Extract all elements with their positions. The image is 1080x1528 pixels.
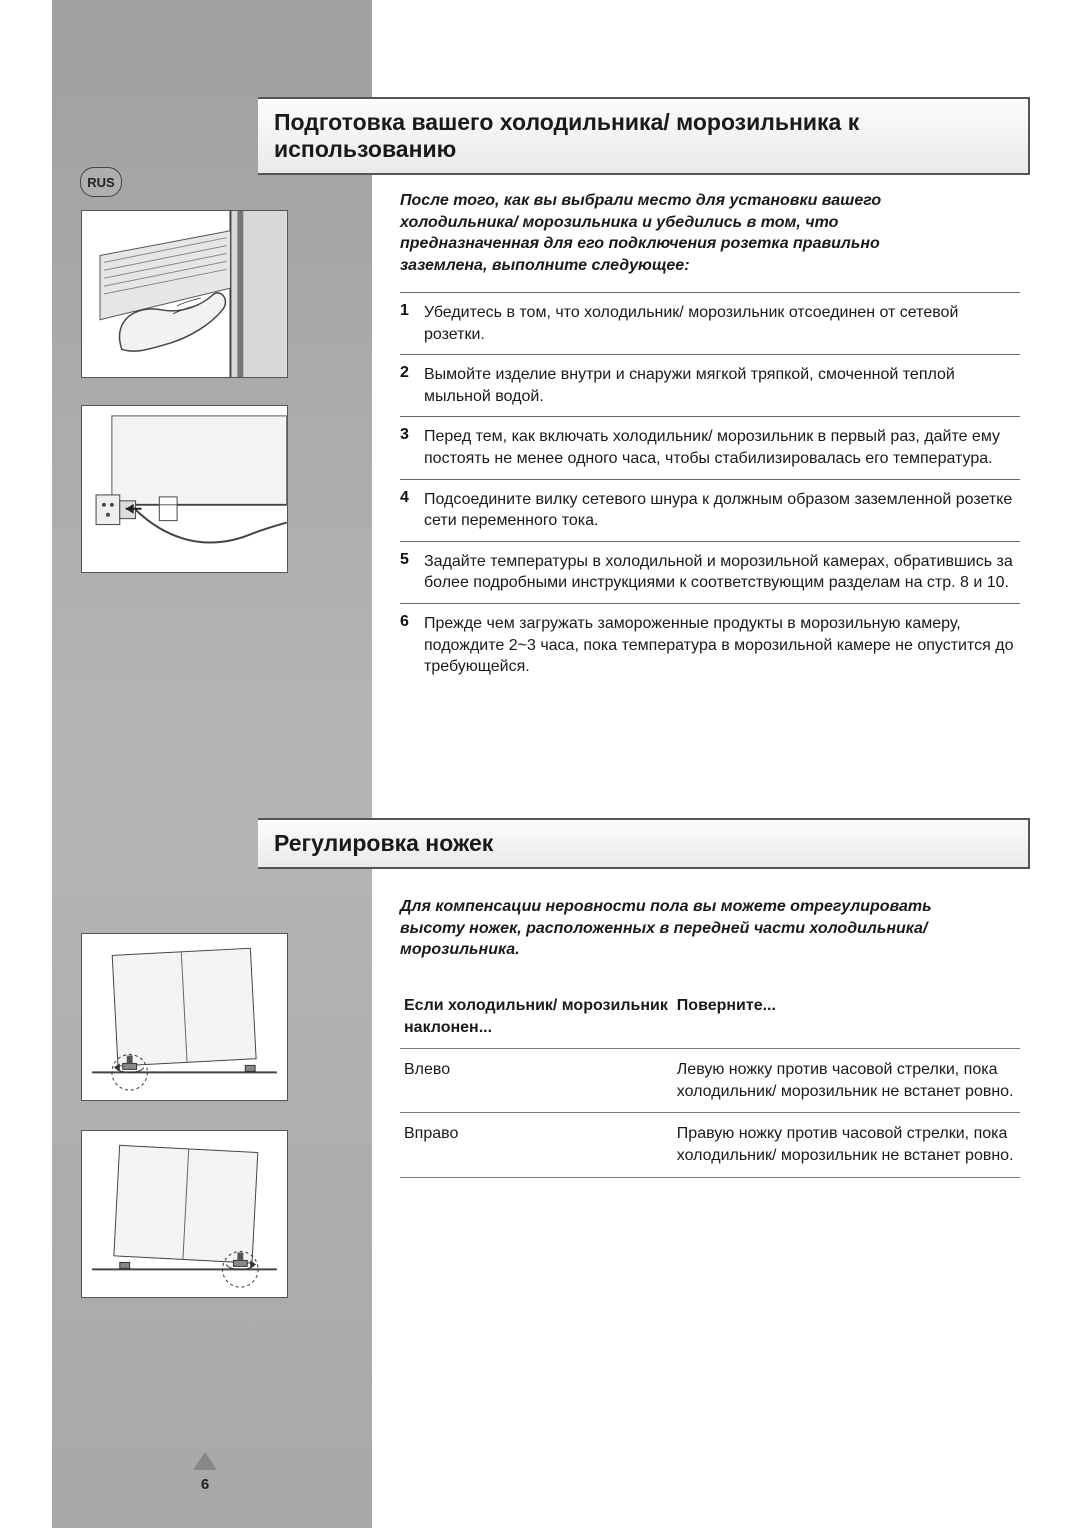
table-cell: Правую ножку против часовой стрелки, пок… <box>673 1113 1020 1176</box>
section1-intro: После того, как вы выбрали место для уст… <box>400 190 960 276</box>
step-item: 6 Прежде чем загружать замороженные прод… <box>400 603 1020 687</box>
table-header-cell: Если холодильник/ морозильник наклонен..… <box>400 985 673 1048</box>
step-item: 5 Задайте температуры в холодильной и мо… <box>400 541 1020 603</box>
leveling-table: Если холодильник/ морозильник наклонен..… <box>400 985 1020 1178</box>
page-number-value: 6 <box>175 1476 235 1493</box>
table-cell: Вправо <box>400 1113 673 1176</box>
page-number: 6 <box>175 1452 235 1493</box>
step-text: Прежде чем загружать замороженные продук… <box>424 613 1020 678</box>
manual-page: RUS Подготовка вашего холодильника/ моро… <box>0 0 1080 1528</box>
step-text: Вымойте изделие внутри и снаружи мягкой … <box>424 364 1020 407</box>
step-number: 1 <box>400 302 424 345</box>
step-text: Перед тем, как включать холодильник/ мор… <box>424 426 1020 469</box>
figure-cleaning <box>81 210 288 378</box>
table-row: Вправо Правую ножку против часовой стрел… <box>400 1113 1020 1177</box>
figure-tilt-right <box>81 1130 288 1298</box>
step-text: Убедитесь в том, что холодильник/ морози… <box>424 302 1020 345</box>
table-header-row: Если холодильник/ морозильник наклонен..… <box>400 985 1020 1049</box>
section2-intro: Для компенсации неровности пола вы может… <box>400 896 1000 961</box>
step-number: 6 <box>400 613 424 678</box>
language-badge: RUS <box>80 167 122 197</box>
figure-plugging <box>81 405 288 573</box>
table-cell: Левую ножку против часовой стрелки, пока… <box>673 1049 1020 1112</box>
step-number: 5 <box>400 551 424 594</box>
figure-tilt-left <box>81 933 288 1101</box>
step-item: 2 Вымойте изделие внутри и снаружи мягко… <box>400 354 1020 416</box>
table-row: Влево Левую ножку против часовой стрелки… <box>400 1049 1020 1113</box>
table-cell: Влево <box>400 1049 673 1112</box>
step-item: 3 Перед тем, как включать холодильник/ м… <box>400 416 1020 478</box>
step-number: 2 <box>400 364 424 407</box>
steps-list: 1 Убедитесь в том, что холодильник/ моро… <box>400 292 1020 687</box>
step-number: 4 <box>400 489 424 532</box>
section-title-leveling: Регулировка ножек <box>258 818 1030 869</box>
step-number: 3 <box>400 426 424 469</box>
triangle-up-icon <box>193 1452 217 1470</box>
step-item: 4 Подсоедините вилку сетевого шнура к до… <box>400 479 1020 541</box>
step-item: 1 Убедитесь в том, что холодильник/ моро… <box>400 292 1020 354</box>
language-badge-label: RUS <box>87 175 114 190</box>
section-title-preparation: Подготовка вашего холодильника/ морозиль… <box>258 97 1030 175</box>
step-text: Задайте температуры в холодильной и моро… <box>424 551 1020 594</box>
table-header-cell: Поверните... <box>673 985 1020 1048</box>
step-text: Подсоедините вилку сетевого шнура к долж… <box>424 489 1020 532</box>
